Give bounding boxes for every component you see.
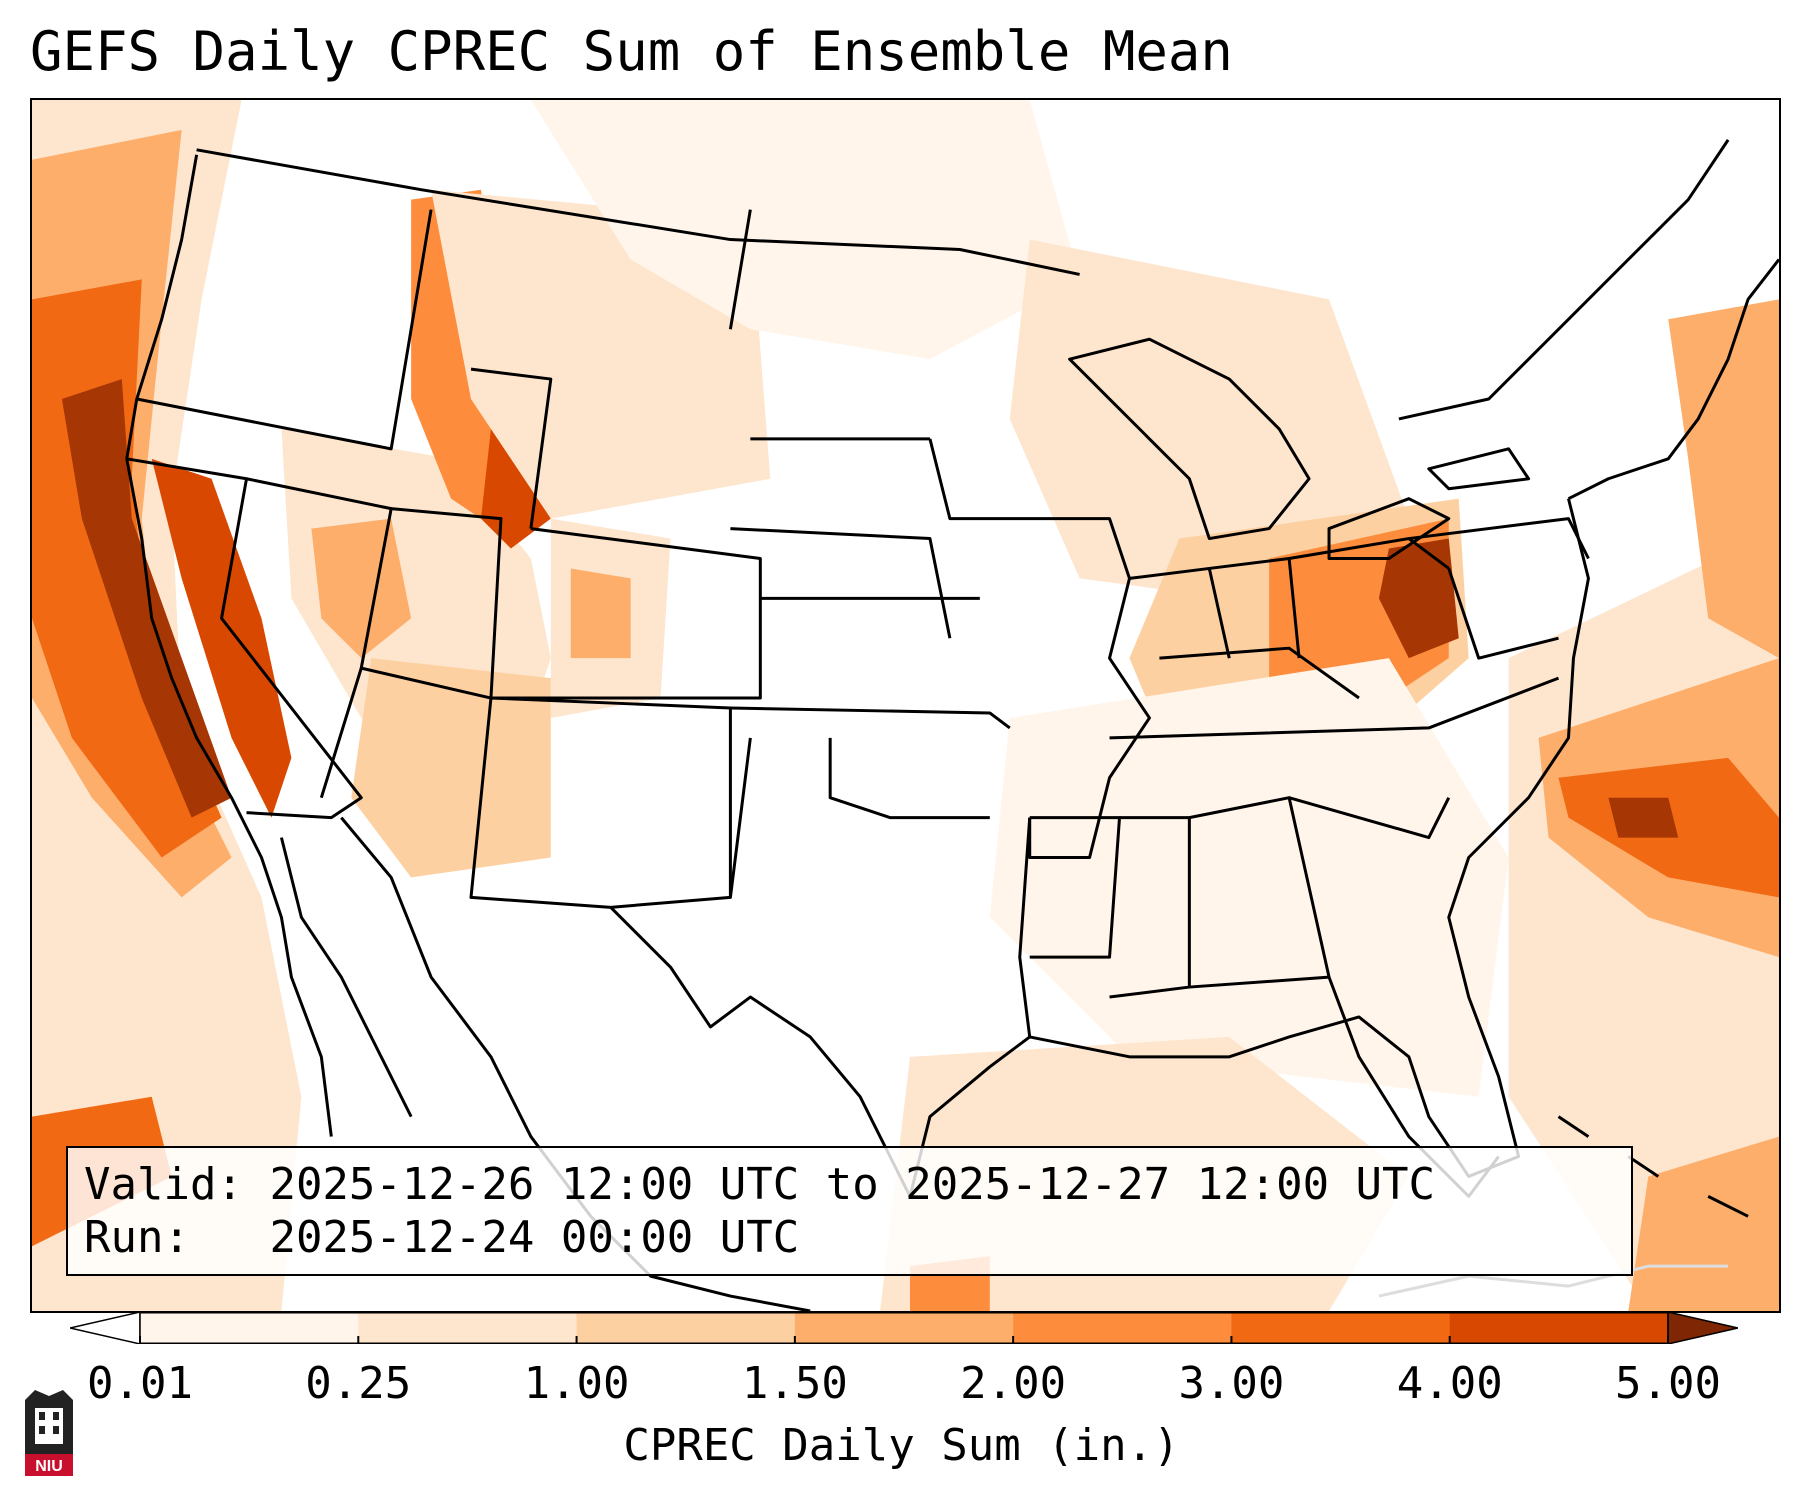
niu-logo-icon: NIU [25, 1390, 73, 1476]
precipitation-map [32, 100, 1779, 1311]
state-line [470, 367, 553, 529]
run-label: Run: [84, 1212, 190, 1263]
st-lawrence [1398, 139, 1730, 421]
colorbar-tick-label: 1.00 [523, 1358, 630, 1409]
map-panel [30, 98, 1781, 1313]
colorbar-tick-label: 1.50 [741, 1358, 848, 1409]
northeast-coast [1567, 258, 1779, 501]
validity-info-box: Valid: 2025-12-26 12:00 UTC to 2025-12-2… [66, 1146, 1633, 1276]
state-line [928, 438, 1151, 859]
colorbar-tick-label: 0.25 [305, 1358, 412, 1409]
valid-row: Valid: 2025-12-26 12:00 UTC to 2025-12-2… [84, 1158, 1631, 1211]
precip-region-colorado-medium [570, 568, 631, 659]
colorbar-under-triangle [70, 1312, 141, 1344]
state-line [828, 737, 990, 820]
state-line [1447, 567, 1559, 660]
colorbar-tick-label: 4.00 [1396, 1358, 1503, 1409]
map-title: GEFS Daily CPREC Sum of Ensemble Mean [30, 20, 1233, 83]
precip-field [32, 100, 1779, 1311]
colorbar-over-triangle [1667, 1312, 1738, 1344]
state-borders [125, 139, 1779, 1311]
state-line [136, 209, 433, 451]
colorbar-segment [1449, 1312, 1669, 1344]
state-line [1029, 816, 1122, 959]
run-row: Run: 2025-12-24 00:00 UTC [84, 1211, 1631, 1264]
precip-region-sierra [151, 458, 292, 818]
state-line [360, 507, 503, 700]
colorbar-label: CPREC Daily Sum (in.) [623, 1420, 1180, 1471]
state-line [1159, 646, 1360, 700]
lake-erie [1327, 497, 1451, 560]
colorbar-segment [794, 1312, 1014, 1344]
colorbar [70, 1312, 1738, 1344]
state-line [728, 209, 752, 330]
state-line [1288, 796, 1451, 840]
precip-region-arizona [351, 658, 551, 878]
valid-label: Valid: [84, 1159, 243, 1210]
svg-text:NIU: NIU [35, 1458, 63, 1475]
state-line [246, 477, 393, 799]
state-line [490, 527, 762, 700]
baja-coast [279, 837, 413, 1118]
lake-ontario [1427, 447, 1531, 491]
bahamas [1557, 1115, 1749, 1218]
atlantic-coastline [1029, 498, 1590, 1178]
state-line [730, 706, 1011, 730]
state-line [728, 737, 752, 898]
state-line [1129, 566, 1231, 659]
colorbar-tick-label: 0.01 [87, 1358, 193, 1409]
colorbar-tick-label: 5.00 [1615, 1358, 1721, 1409]
precip-region-heavy [61, 379, 232, 818]
precip-region-north [530, 100, 1080, 360]
pacific-coastline [125, 154, 333, 1137]
state-line [126, 457, 363, 820]
colorbar-tick-label: 2.00 [960, 1358, 1067, 1409]
state-line [730, 527, 952, 639]
precip-region-interior-medium [311, 518, 412, 659]
precip-region-wv-heavy [1378, 538, 1459, 659]
precip-region-northeast-ocean [1668, 299, 1779, 659]
valid-value: 2025-12-26 12:00 UTC to 2025-12-27 12:00… [269, 1159, 1436, 1210]
colorbar-segment [358, 1312, 578, 1344]
state-line [1408, 517, 1590, 560]
colorbar-segment [576, 1312, 796, 1344]
precip-region-southeast [989, 658, 1509, 1097]
colorbar-tick-label: 3.00 [1178, 1358, 1285, 1409]
cuba-coast [1378, 1264, 1729, 1298]
state-line [1109, 676, 1560, 740]
precip-region-atlantic-heavy [1608, 797, 1679, 838]
run-value: 2025-12-24 00:00 UTC [269, 1212, 800, 1263]
colorbar-segment [1013, 1312, 1232, 1344]
mexico-coast [340, 816, 811, 1311]
great-lakes-shore [1068, 337, 1311, 541]
state-line [469, 696, 732, 909]
colorbar-segment [1231, 1312, 1451, 1344]
precip-region-great-lakes [1009, 239, 1409, 599]
state-line [1109, 816, 1191, 999]
canada-border [196, 148, 1080, 276]
state-line [1189, 796, 1331, 989]
colorbar-border [139, 1312, 1669, 1344]
colorbar-segment [140, 1312, 359, 1344]
